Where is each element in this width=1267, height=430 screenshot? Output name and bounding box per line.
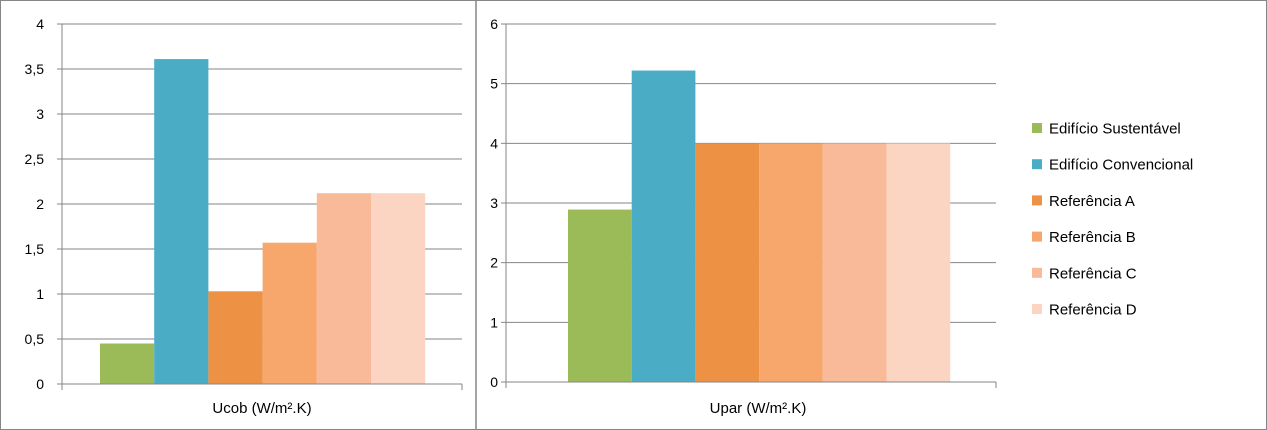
legend-swatch-6 <box>1032 304 1042 314</box>
bar-5 <box>822 143 887 382</box>
x-axis-label: Ucob (W/m².K) <box>212 400 311 417</box>
legend-swatch-4 <box>1032 231 1042 242</box>
bar-4 <box>262 242 317 384</box>
legend-swatch-3 <box>1032 195 1042 206</box>
legend-label-2: Edifício Convencional <box>1049 157 1193 174</box>
legend-swatch-1 <box>1032 123 1042 133</box>
y-tick-label: 3 <box>490 195 498 211</box>
y-tick-label: 0 <box>36 376 44 392</box>
y-tick-label: 1 <box>490 314 498 330</box>
bar-4 <box>759 143 823 382</box>
y-tick-label: 4 <box>490 135 498 151</box>
y-tick-label: 1 <box>36 286 44 302</box>
bar-1 <box>100 343 155 384</box>
bar-5 <box>316 193 371 384</box>
chart-right: 0 1 2 3 4 5 6 Upar (W/m².K) <box>490 16 997 417</box>
y-tick-label: 2 <box>36 196 44 212</box>
chart-left: 0 0,5 1 1,5 2 2,5 3 3,5 4 Ucob (W/m².K) <box>25 16 463 417</box>
bar-6 <box>371 193 426 384</box>
legend-label-1: Edifício Sustentável <box>1049 121 1181 138</box>
y-tick-label: 0 <box>490 374 498 390</box>
bar-3 <box>208 291 263 384</box>
bar-6 <box>886 143 951 382</box>
legend: Edifício Sustentável Edifício Convenciona… <box>1032 121 1193 319</box>
y-tick-label: 5 <box>490 76 498 92</box>
legend-swatch-2 <box>1032 159 1042 170</box>
bar-3 <box>695 143 760 382</box>
legend-label-6: Referência D <box>1049 302 1137 319</box>
legend-swatch-5 <box>1032 267 1042 278</box>
y-tick-label: 2 <box>490 255 498 271</box>
legend-label-5: Referência C <box>1049 265 1137 282</box>
bar-2 <box>154 59 209 384</box>
y-tick-label: 3,5 <box>25 61 45 77</box>
y-tick-label: 0,5 <box>25 331 45 347</box>
y-tick-label: 3 <box>36 106 44 122</box>
y-tick-label: 6 <box>490 16 498 32</box>
legend-label-3: Referência A <box>1049 193 1135 210</box>
x-axis-label: Upar (W/m².K) <box>710 400 807 417</box>
bar-1 <box>568 209 632 382</box>
bar-2 <box>631 70 696 382</box>
legend-label-4: Referência B <box>1049 229 1136 246</box>
y-tick-label: 1,5 <box>25 241 45 257</box>
y-tick-label: 4 <box>36 16 44 32</box>
y-tick-label: 2,5 <box>25 151 45 167</box>
